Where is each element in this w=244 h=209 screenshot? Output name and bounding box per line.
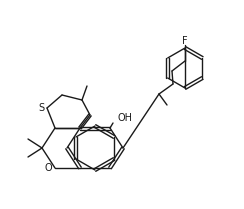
- Text: O: O: [44, 163, 52, 173]
- Text: S: S: [38, 103, 44, 113]
- Text: OH: OH: [118, 113, 133, 123]
- Text: F: F: [182, 36, 188, 46]
